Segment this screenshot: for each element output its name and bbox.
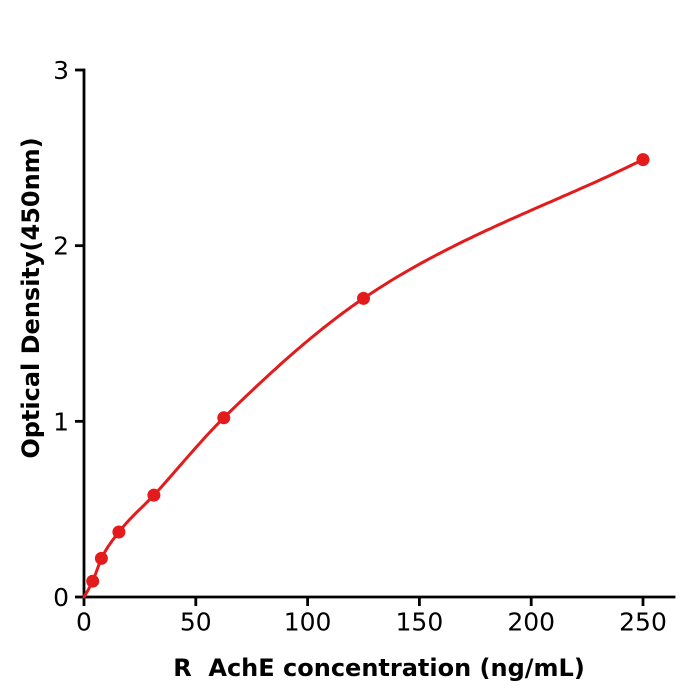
fit-curve — [82, 158, 645, 599]
axes-spine — [82, 68, 676, 599]
y-tick-label: 0 — [53, 583, 69, 612]
y-tick-label: 3 — [53, 56, 69, 85]
data-point — [357, 291, 370, 305]
x-tick-label: 250 — [619, 607, 667, 636]
y-axis-title: Optical Density(450nm) — [17, 137, 45, 459]
y-tick-label: 2 — [53, 232, 69, 261]
x-axis-title: R AchE concentration (ng/mL) — [173, 654, 585, 682]
data-point — [112, 525, 126, 539]
x-tick-label: 200 — [507, 607, 555, 636]
y-tick-label: 1 — [53, 407, 69, 436]
data-point — [147, 488, 161, 502]
data-point — [86, 574, 100, 588]
data-point — [217, 411, 231, 425]
x-tick-label: 150 — [396, 607, 444, 636]
data-point — [94, 551, 108, 565]
x-tick-label: 0 — [76, 607, 92, 636]
x-tick-label: 50 — [180, 607, 212, 636]
x-tick-label: 100 — [284, 607, 332, 636]
data-point — [636, 153, 650, 167]
